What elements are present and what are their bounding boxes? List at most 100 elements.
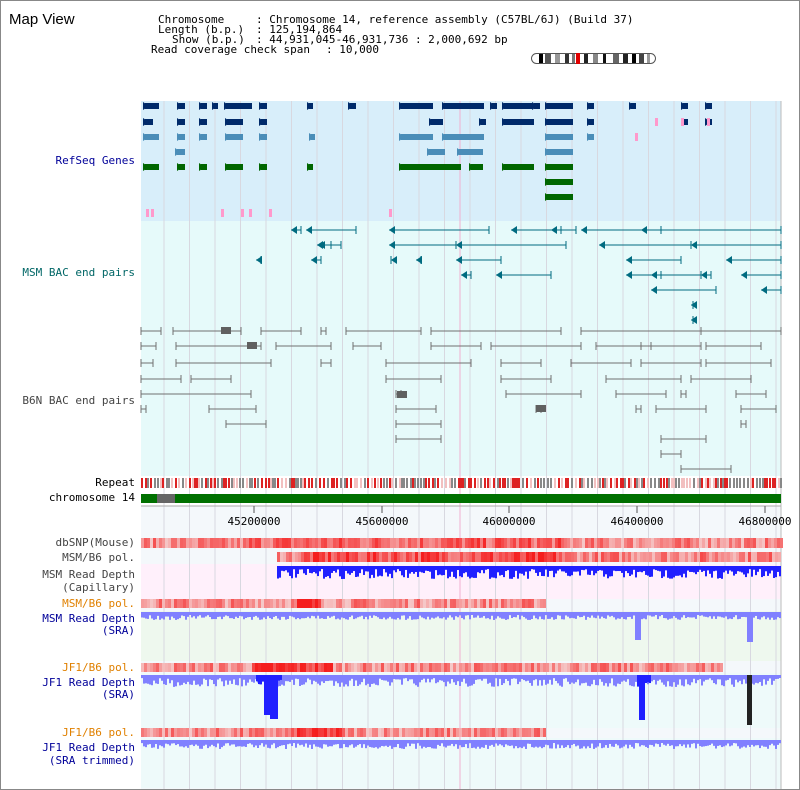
polymorphism-cell xyxy=(699,538,702,548)
polymorphism-cell xyxy=(693,663,696,672)
msm-bac-end xyxy=(311,256,317,264)
polymorphism-cell xyxy=(744,538,747,548)
depth-bar xyxy=(467,675,469,687)
repeat-element xyxy=(319,478,321,488)
depth-bar xyxy=(451,566,453,572)
depth-bar xyxy=(183,740,185,748)
polymorphism-cell xyxy=(237,538,240,548)
polymorphism-cell xyxy=(663,538,666,548)
depth-bar xyxy=(639,675,641,720)
depth-bar xyxy=(247,612,249,618)
depth-bar xyxy=(197,740,199,746)
repeat-element xyxy=(445,478,447,488)
depth-bar xyxy=(551,566,553,571)
repeat-element xyxy=(308,478,310,488)
depth-bar xyxy=(689,566,691,572)
gene-exon xyxy=(145,134,159,140)
depth-bar xyxy=(605,740,607,746)
repeat-element xyxy=(441,478,443,488)
depth-bar xyxy=(735,612,737,616)
depth-bar xyxy=(331,566,333,573)
polymorphism-cell xyxy=(631,552,634,562)
depth-bar xyxy=(659,675,661,680)
depth-bar xyxy=(213,675,215,685)
depth-bar xyxy=(621,740,623,748)
depth-bar xyxy=(193,612,195,617)
depth-bar xyxy=(353,566,355,572)
repeat-element xyxy=(722,478,724,488)
depth-bar xyxy=(357,612,359,618)
polymorphism-cell xyxy=(204,663,207,672)
polymorphism-cell xyxy=(444,728,447,737)
polymorphism-cell xyxy=(322,552,325,562)
depth-bar xyxy=(747,740,749,746)
gene-exon xyxy=(547,149,573,155)
polymorphism-cell xyxy=(240,663,243,672)
depth-bar xyxy=(265,612,267,620)
depth-bar xyxy=(707,740,709,746)
chromosome-ideogram-icon[interactable] xyxy=(531,53,656,64)
repeat-element xyxy=(374,478,376,488)
depth-bar xyxy=(283,740,285,746)
polymorphism-cell xyxy=(201,538,204,548)
depth-bar xyxy=(169,612,171,620)
polymorphism-cell xyxy=(336,728,339,737)
depth-bar xyxy=(757,675,759,684)
depth-bar xyxy=(721,612,723,618)
depth-bar xyxy=(477,675,479,680)
depth-bar xyxy=(461,566,463,578)
polymorphism-cell xyxy=(351,599,354,608)
depth-bar xyxy=(157,675,159,684)
polymorphism-cell xyxy=(519,599,522,608)
depth-bar xyxy=(697,612,699,616)
polymorphism-cell xyxy=(180,728,183,737)
depth-bar xyxy=(369,566,371,579)
polymorphism-cell xyxy=(622,552,625,562)
depth-bar xyxy=(183,612,185,617)
jf1-depth-sra-label-2: (SRA) xyxy=(101,688,135,701)
polymorphism-cell xyxy=(697,552,700,562)
depth-bar xyxy=(367,675,369,684)
depth-bar xyxy=(279,740,281,747)
polymorphism-cell xyxy=(168,599,171,608)
polymorphism-cell xyxy=(150,538,153,548)
depth-bar xyxy=(305,675,307,683)
polymorphism-cell xyxy=(171,599,174,608)
repeat-element xyxy=(638,478,640,488)
depth-bar xyxy=(395,566,397,573)
depth-bar xyxy=(305,612,307,619)
depth-bar xyxy=(589,566,591,575)
polymorphism-cell xyxy=(307,552,310,562)
polymorphism-cell xyxy=(336,538,339,548)
msm-bac-end xyxy=(389,226,395,234)
depth-bar xyxy=(731,740,733,746)
depth-bar xyxy=(477,566,479,573)
depth-bar xyxy=(453,675,455,683)
polymorphism-cell xyxy=(372,599,375,608)
polymorphism-cell xyxy=(382,552,385,562)
polymorphism-cell xyxy=(408,663,411,672)
repeat-element xyxy=(780,478,782,488)
polymorphism-cell xyxy=(162,728,165,737)
repeat-element xyxy=(194,478,196,488)
repeat-element xyxy=(701,478,703,488)
polymorphism-cell xyxy=(678,663,681,672)
msm-depth-cap-label-1: MSM Read Depth xyxy=(42,568,135,581)
depth-bar xyxy=(319,740,321,748)
depth-bar xyxy=(393,566,395,571)
polymorphism-cell xyxy=(336,599,339,608)
repeat-element xyxy=(565,478,567,488)
polymorphism-cell xyxy=(624,538,627,548)
depth-bar xyxy=(289,740,291,744)
polymorphism-cell xyxy=(339,663,342,672)
depth-bar xyxy=(585,675,587,683)
refseq-pink-mark xyxy=(241,209,244,217)
depth-bar xyxy=(511,675,513,679)
depth-bar xyxy=(521,566,523,574)
polymorphism-cell xyxy=(588,663,591,672)
polymorphism-cell xyxy=(540,728,543,737)
repeat-element xyxy=(175,478,177,488)
depth-bar xyxy=(527,612,529,620)
repeat-element xyxy=(257,478,259,488)
